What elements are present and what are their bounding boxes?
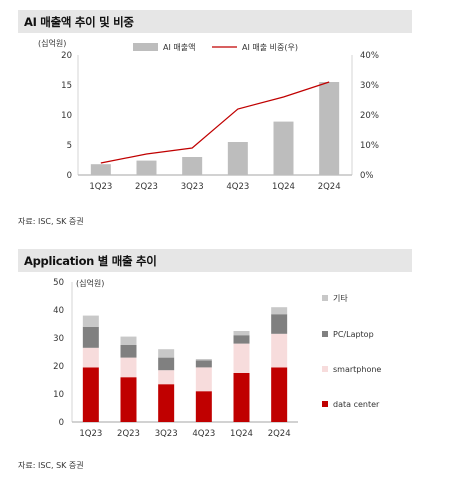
- chart1-title: AI 매출액 추이 및 비중: [24, 15, 134, 29]
- chart1-source: 자료: ISC, SK 증권: [18, 217, 84, 226]
- chart2-bar-segment: [120, 357, 137, 378]
- chart1-y-tick-label: 0: [67, 171, 72, 181]
- chart1-bar: [273, 121, 294, 175]
- chart1-y2-tick-label: 20%: [360, 111, 379, 121]
- chart2-legend-label: PC/Laptop: [333, 330, 374, 339]
- chart1-y2-tick-label: 0%: [360, 171, 374, 181]
- chart1-bar: [182, 157, 203, 175]
- chart2-y-tick-label: 10: [53, 390, 64, 400]
- chart1-share-line: [100, 81, 330, 164]
- chart2-bar-segment: [158, 357, 175, 371]
- chart2-legend-label: smartphone: [333, 365, 381, 374]
- chart2-bar-segment: [271, 307, 288, 315]
- chart2-x-tick-label: 2Q23: [117, 429, 140, 439]
- chart1-unit-label: (십억원): [38, 38, 66, 48]
- chart2-title: Application 별 매출 추이: [24, 254, 157, 268]
- chart2-bar-segment: [120, 377, 137, 422]
- chart2-y-tick-label: 40: [53, 306, 64, 316]
- chart2-y-tick-label: 50: [53, 278, 64, 288]
- chart1-title-bar: AI 매출액 추이 및 비중: [18, 10, 412, 33]
- chart2-bar-segment: [82, 315, 99, 327]
- chart1-x-tick-label: 4Q23: [226, 182, 249, 192]
- chart2-bar-segment: [158, 370, 175, 385]
- chart2-legend-swatch: [322, 295, 328, 301]
- chart2-bar-segment: [271, 333, 288, 368]
- chart2-bar-segment: [82, 347, 99, 368]
- chart2-y-tick-label: 30: [53, 334, 64, 344]
- chart2-legend-label: data center: [333, 400, 380, 409]
- chart2-bar-segment: [233, 331, 250, 336]
- chart2-legend-swatch: [322, 331, 328, 337]
- chart2-source: 자료: ISC, SK 증권: [18, 461, 84, 470]
- chart2-bar-segment: [195, 359, 212, 361]
- chart2-bar-segment: [82, 326, 99, 348]
- chart1-bar: [227, 142, 248, 175]
- chart2-bar-segment: [233, 343, 250, 373]
- chart2-bar-segment: [233, 373, 250, 422]
- chart1-y-tick-label: 15: [61, 81, 72, 91]
- chart1-y2-tick-label: 10%: [360, 141, 379, 151]
- chart1-legend-label: AI 매출 비중(우): [242, 42, 298, 52]
- chart2-legend-label: 기타: [333, 294, 348, 303]
- chart2-x-tick-label: 4Q23: [192, 429, 215, 439]
- chart2-bar-segment: [158, 349, 175, 358]
- chart2-bar-segment: [195, 367, 212, 392]
- chart2-x-tick-label: 1Q23: [79, 429, 102, 439]
- chart1-x-tick-label: 3Q23: [181, 182, 204, 192]
- chart2-x-tick-label: 1Q24: [230, 429, 253, 439]
- chart2-bar-segment: [271, 367, 288, 422]
- chart2-bar-segment: [233, 335, 250, 344]
- chart1-y-tick-label: 10: [61, 111, 72, 121]
- chart1-plot: (십억원) 0 5 10 15 20 0% 10% 20% 30% 40% 1Q23 2Q23 3Q23 4…: [38, 38, 379, 192]
- chart2-bar-segment: [158, 384, 175, 422]
- chart1-legend-label: AI 매출액: [163, 42, 195, 52]
- chart2-y-tick-label: 20: [53, 362, 64, 372]
- chart2-bar-segment: [120, 336, 137, 345]
- chart1-y2-tick-label: 30%: [360, 81, 379, 91]
- chart1-x-tick-label: 1Q23: [89, 182, 112, 192]
- chart2-bar-segment: [195, 391, 212, 422]
- chart2-bar-segment: [271, 314, 288, 334]
- chart2-bar-segment: [120, 345, 137, 358]
- chart2-plot: (십억원) 0 10 20 30 40 50 1Q23 2Q23 3Q23 4Q23 1Q24 2Q24…: [53, 278, 381, 439]
- chart1-x-tick-label: 2Q24: [318, 182, 341, 192]
- chart1-bar: [90, 164, 111, 175]
- chart1-y2-tick-label: 40%: [360, 51, 379, 61]
- chart2-legend-swatch: [322, 366, 328, 372]
- chart2-x-tick-label: 2Q24: [268, 429, 291, 439]
- chart1-x-tick-label: 1Q24: [272, 182, 295, 192]
- chart2-bar-segment: [195, 360, 212, 368]
- chart2-x-tick-label: 3Q23: [155, 429, 178, 439]
- chart1-bar: [136, 160, 157, 175]
- chart1-legend-swatch-bar: [133, 43, 158, 51]
- chart2-bar-segment: [82, 367, 99, 422]
- chart2-y-tick-label: 0: [59, 418, 64, 428]
- chart2-unit-label: (십억원): [76, 278, 104, 288]
- chart1-bar: [319, 82, 340, 175]
- chart1-x-tick-label: 2Q23: [135, 182, 158, 192]
- chart1-y-tick-label: 5: [67, 141, 72, 151]
- chart2-title-bar: Application 별 매출 추이: [18, 249, 412, 272]
- chart2-legend-swatch: [322, 401, 328, 407]
- chart1-y-tick-label: 20: [61, 51, 72, 61]
